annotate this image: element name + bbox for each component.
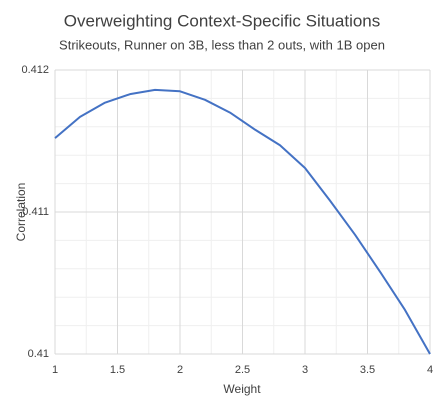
line-series xyxy=(54,88,431,355)
y-tick-label: 0.411 xyxy=(22,206,49,218)
x-tick-label: 1 xyxy=(52,364,58,376)
x-tick-label: 2 xyxy=(177,364,183,376)
x-tick-label: 3.5 xyxy=(360,364,375,376)
x-tick-label: 4 xyxy=(427,364,433,376)
chart-subtitle: Strikeouts, Runner on 3B, less than 2 ou… xyxy=(59,37,385,52)
x-tick-label: 3 xyxy=(302,364,308,376)
x-tick-label: 1.5 xyxy=(110,364,125,376)
x-axis-label: Weight xyxy=(223,382,261,396)
x-tick-label: 2.5 xyxy=(235,364,250,376)
y-tick-label: 0.41 xyxy=(28,348,49,360)
y-tick-label: 0.412 xyxy=(21,64,49,76)
chart-title: Overweighting Context-Specific Situation… xyxy=(64,11,381,30)
y-axis-label: Correlation xyxy=(14,183,28,242)
